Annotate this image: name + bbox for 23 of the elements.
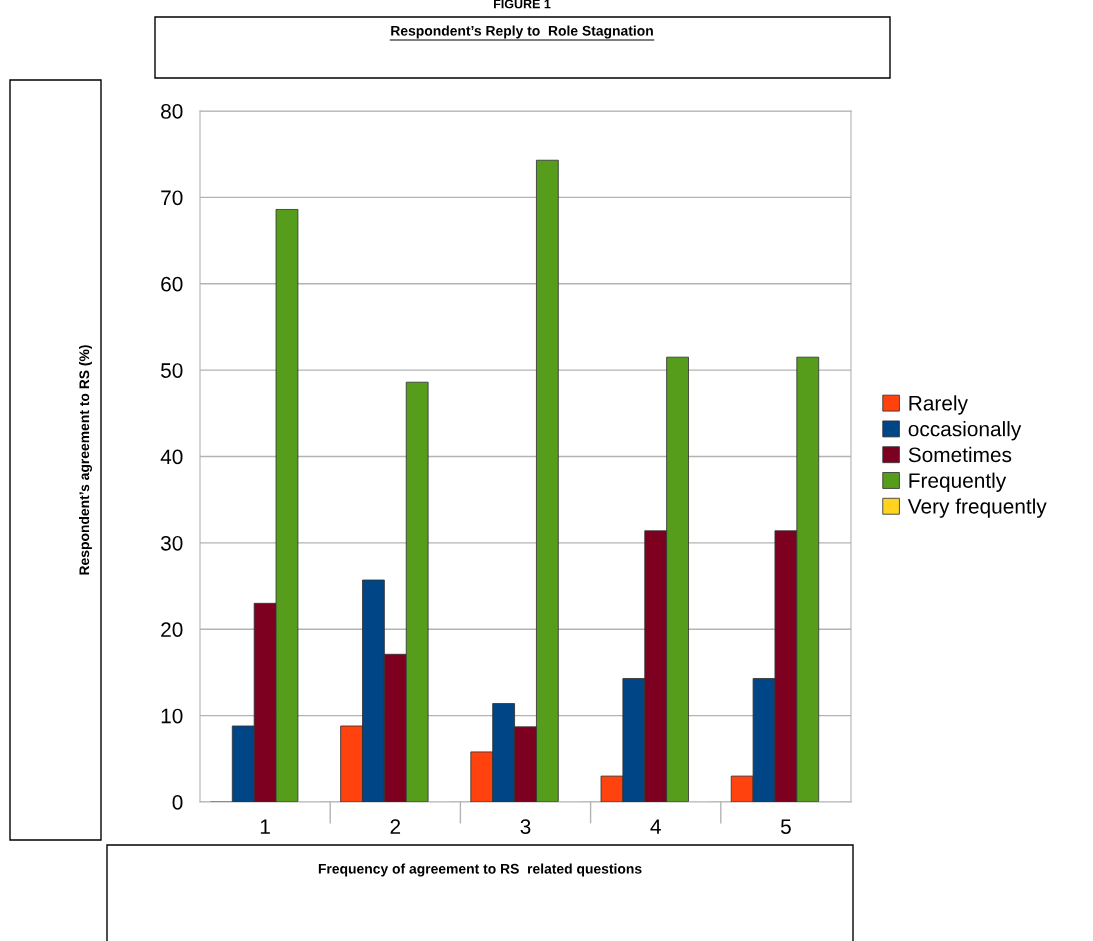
legend-label: Sometimes	[908, 446, 1012, 463]
y-tick-label: 0	[172, 795, 183, 810]
y-tick-label: 60	[161, 276, 183, 292]
x-axis-title: Frequency of agreement to RS related questions	[318, 863, 642, 877]
chart-title: Respondent’s Reply to Role Stagnation	[391, 25, 653, 39]
legend-label: Rarely	[909, 395, 968, 415]
y-tick-label: 40	[160, 449, 183, 465]
x-tick-label: 1	[260, 819, 270, 834]
x-tick-label: 3	[520, 819, 531, 834]
legend-label: Very frequently	[907, 498, 1047, 518]
legend-label: Frequently	[909, 472, 1007, 493]
y-tick-label: 20	[161, 622, 183, 637]
x-tick-label: 4	[650, 819, 661, 834]
y-tick-label: 30	[160, 535, 183, 551]
x-tick-label: 5	[780, 819, 791, 834]
x-tick-label: 2	[390, 819, 401, 834]
y-tick-label: 80	[161, 104, 183, 119]
y-tick-label: 10	[161, 708, 183, 724]
y-tick-label: 50	[161, 363, 183, 378]
legend-label: occasionally	[908, 421, 1022, 441]
caption: FIGURE 1	[494, 0, 551, 9]
y-tick-label: 70	[161, 190, 183, 206]
y-axis-title: Respondent’s agreement to RS (%)	[78, 345, 92, 575]
